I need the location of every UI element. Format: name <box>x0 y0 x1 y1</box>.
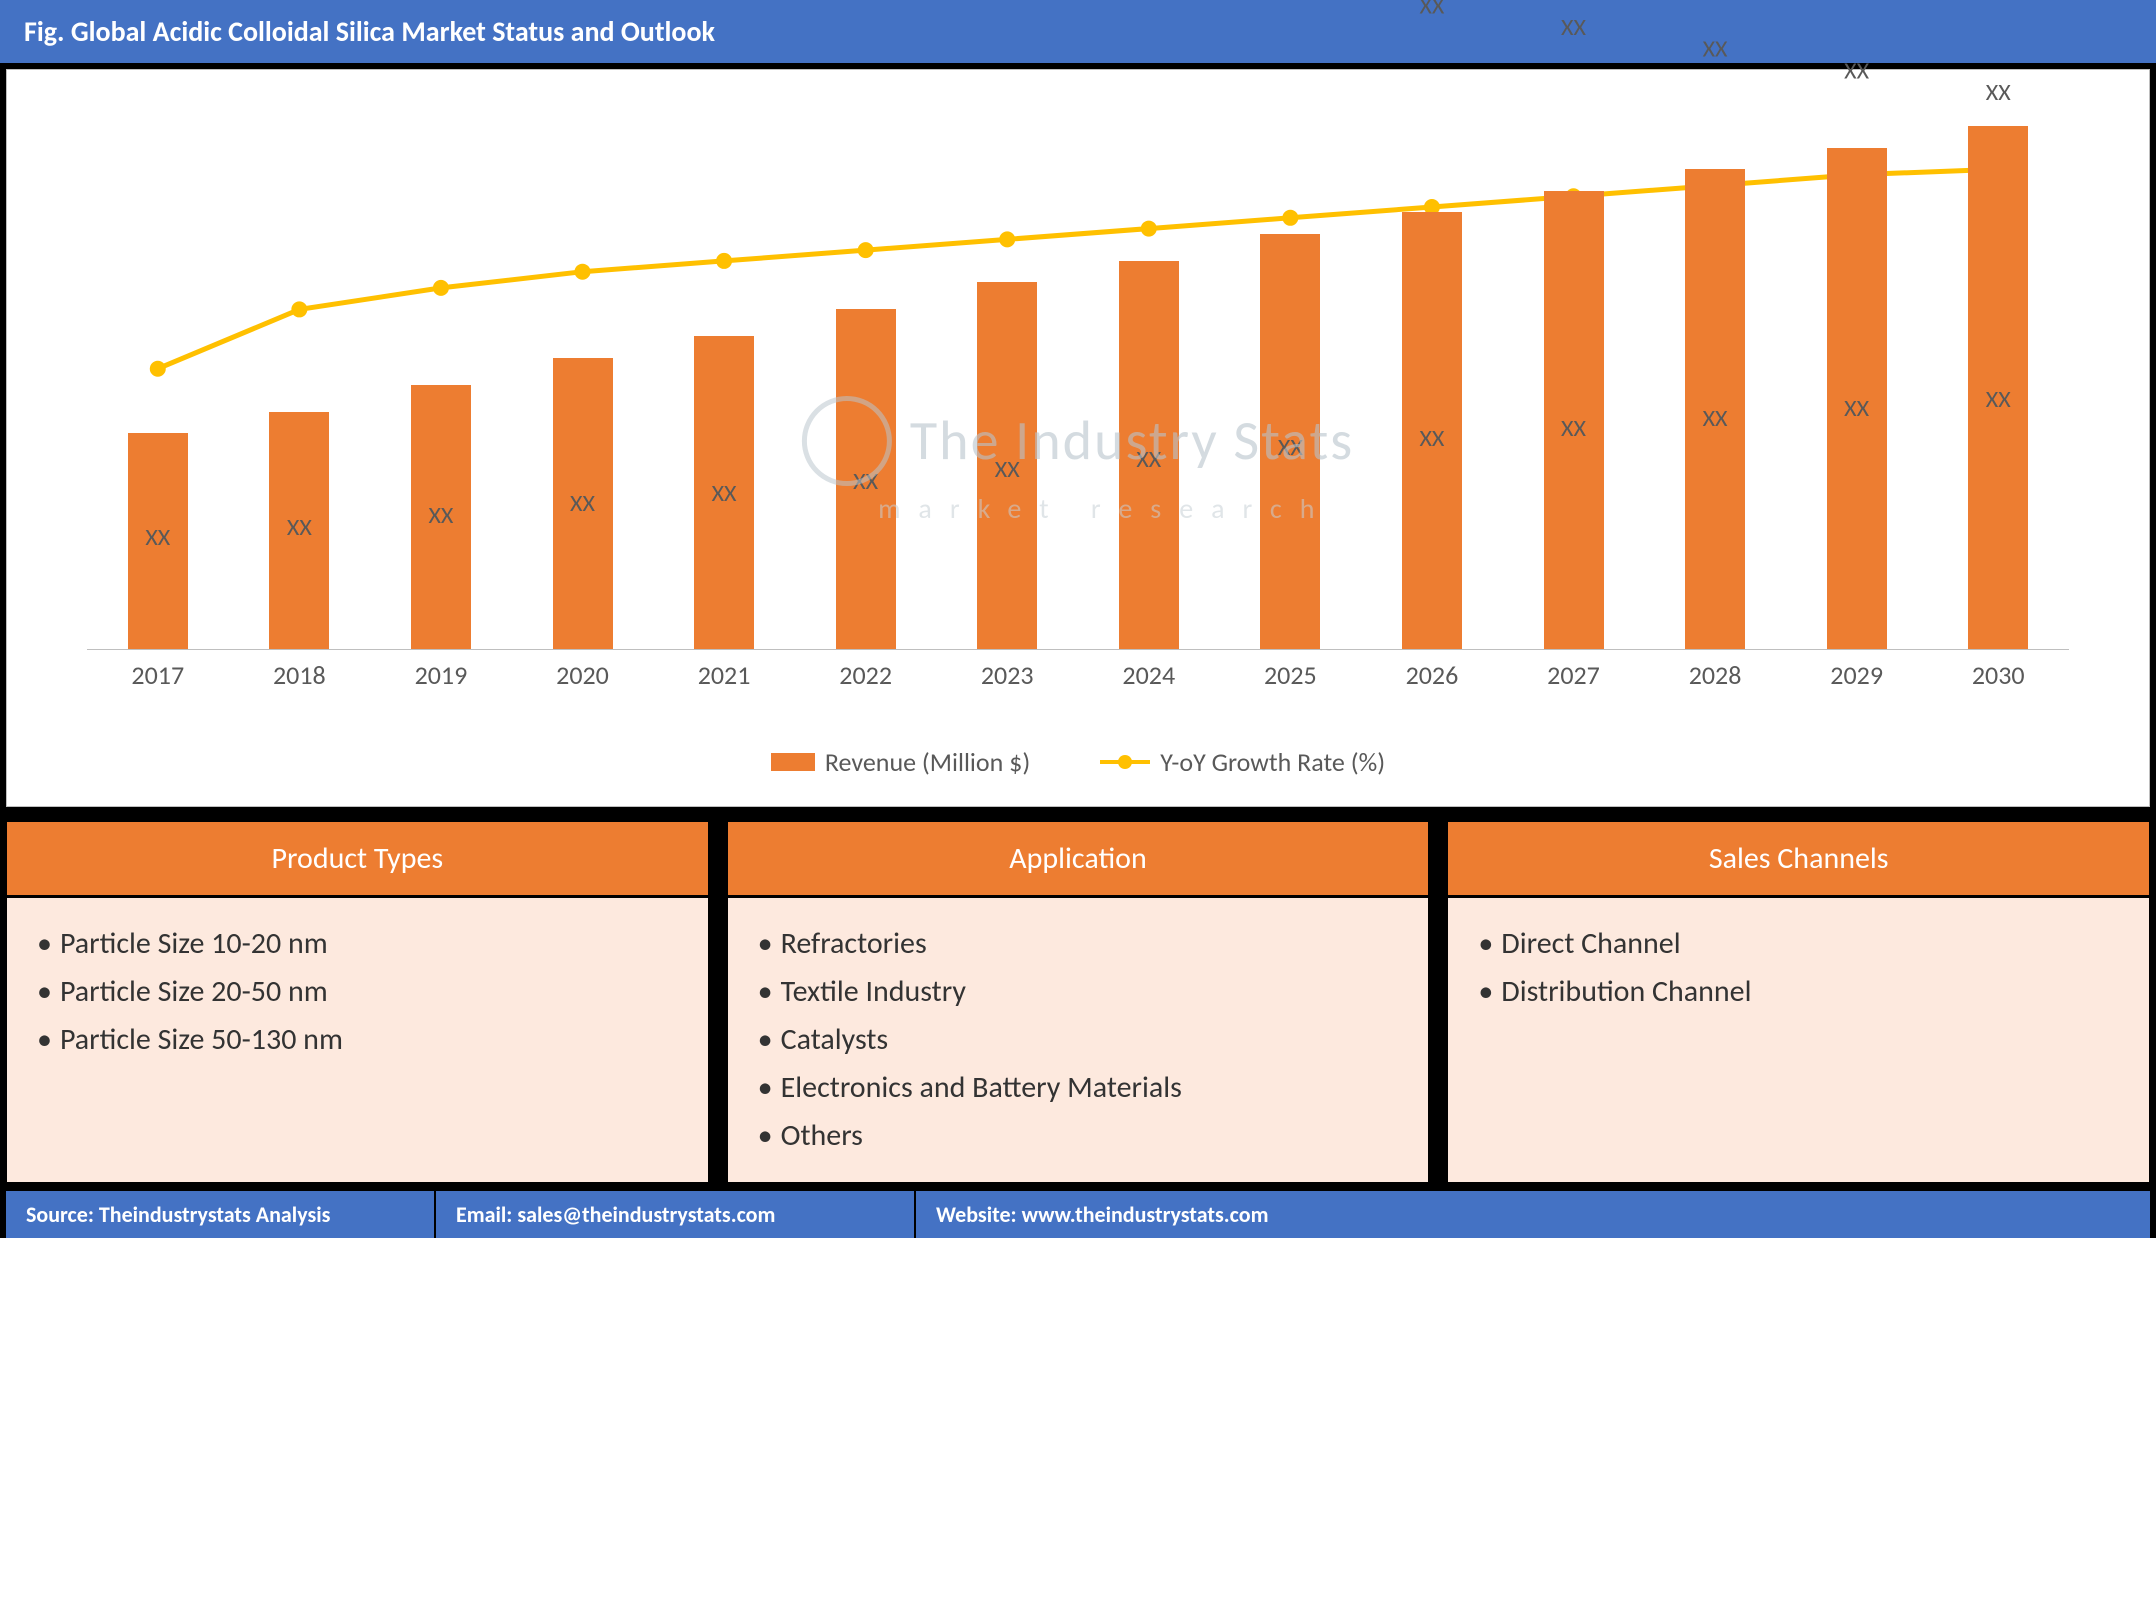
card-item: Textile Industry <box>758 968 1399 1016</box>
card-item: Electronics and Battery Materials <box>758 1064 1399 1112</box>
chart-area: XX XX 2017 XX XX 2018 XX XX 2019 XX XX 2020 XX XX 2021… <box>47 100 2109 720</box>
x-axis-tick: 2022 <box>816 659 916 691</box>
bar-inner-label: XX <box>1968 385 2028 414</box>
card-item: Refractories <box>758 920 1399 968</box>
bar-top-label: XX <box>836 0 896 102</box>
card-item: Others <box>758 1112 1399 1160</box>
card-item: Particle Size 20-50 nm <box>37 968 678 1016</box>
x-axis-tick: 2020 <box>533 659 633 691</box>
bar-inner-label: XX <box>1544 414 1604 443</box>
footer-website-value: www.theindustrystats.com <box>1022 1201 1269 1228</box>
x-axis-tick: 2025 <box>1240 659 1340 691</box>
bar-inner-label: XX <box>553 489 613 518</box>
bar-inner-label: XX <box>1827 394 1887 423</box>
chart-panel: XX XX 2017 XX XX 2018 XX XX 2019 XX XX 2020 XX XX 2021… <box>6 69 2150 807</box>
x-axis-tick: 2027 <box>1524 659 1624 691</box>
bar-top-label: XX <box>977 0 1037 102</box>
legend-line-swatch <box>1100 760 1150 764</box>
x-axis-tick: 2024 <box>1099 659 1199 691</box>
bar-inner-label: XX <box>1402 424 1462 453</box>
plot-region: XXXX2017XXXX2018XXXX2019XXXX2020XXXX2021… <box>87 110 2069 650</box>
x-axis-tick: 2021 <box>674 659 774 691</box>
bar-top-label: XX <box>269 0 329 102</box>
x-axis-tick: 2023 <box>957 659 1057 691</box>
footer-email: Email: sales@theindustrystats.com <box>436 1191 916 1238</box>
legend-item-revenue: Revenue (Million $) <box>771 746 1030 778</box>
bar-top-label: XX <box>1119 0 1179 102</box>
card-item: Direct Channel <box>1478 920 2119 968</box>
card-body: Particle Size 10-20 nmParticle Size 20-5… <box>7 898 708 1086</box>
line-chart-svg <box>87 110 2069 649</box>
bar-inner-label: XX <box>977 455 1037 484</box>
card-header: Application <box>728 822 1429 898</box>
bar-inner-label: XX <box>1260 433 1320 462</box>
bar-inner-label: XX <box>411 501 471 530</box>
info-cards-row: Product TypesParticle Size 10-20 nmParti… <box>0 813 2156 1191</box>
bar-top-label: XX <box>128 0 188 102</box>
bar-inner-label: XX <box>269 513 329 542</box>
footer-source-value: Theindustrystats Analysis <box>99 1201 331 1228</box>
x-axis-tick: 2028 <box>1665 659 1765 691</box>
footer-email-value: sales@theindustrystats.com <box>517 1201 775 1228</box>
info-card: Sales ChannelsDirect ChannelDistribution… <box>1447 821 2150 1183</box>
legend-line-label: Y-oY Growth Rate (%) <box>1160 746 1385 778</box>
info-card: ApplicationRefractoriesTextile IndustryC… <box>727 821 1430 1183</box>
footer-bar: Source: Theindustrystats Analysis Email:… <box>6 1191 2150 1238</box>
x-axis-tick: 2026 <box>1382 659 1482 691</box>
bar-inner-label: XX <box>1685 404 1745 433</box>
legend-item-growth: Y-oY Growth Rate (%) <box>1100 746 1385 778</box>
card-header: Product Types <box>7 822 708 898</box>
bar-top-label: XX <box>694 0 754 102</box>
footer-website-label: Website: <box>936 1201 1017 1228</box>
x-axis-tick: 2019 <box>391 659 491 691</box>
card-body: Direct ChannelDistribution Channel <box>1448 898 2149 1038</box>
x-axis-tick: 2030 <box>1948 659 2048 691</box>
bar-top-label: XX <box>411 0 471 102</box>
bar-top-label: XX <box>1685 35 1745 102</box>
bar-top-label: XX <box>553 0 613 102</box>
bar-top-label: XX <box>1827 56 1887 102</box>
bar-top-label: XX <box>1544 13 1604 102</box>
card-body: RefractoriesTextile IndustryCatalystsEle… <box>728 898 1429 1182</box>
bar-top-label: XX <box>1260 0 1320 102</box>
legend-bar-label: Revenue (Million $) <box>825 746 1030 778</box>
card-item: Distribution Channel <box>1478 968 2119 1016</box>
x-axis-tick: 2018 <box>249 659 349 691</box>
legend-bar-swatch <box>771 753 815 771</box>
bar-inner-label: XX <box>1119 445 1179 474</box>
bar-inner-label: XX <box>128 523 188 552</box>
card-item: Catalysts <box>758 1016 1399 1064</box>
footer-source: Source: Theindustrystats Analysis <box>6 1191 436 1238</box>
x-axis-tick: 2029 <box>1807 659 1907 691</box>
bar-top-label: XX <box>1968 78 2028 102</box>
bar-top-label: XX <box>1402 0 1462 102</box>
chart-legend: Revenue (Million $) Y-oY Growth Rate (%) <box>47 720 2109 786</box>
footer-email-label: Email: <box>456 1201 512 1228</box>
card-item: Particle Size 10-20 nm <box>37 920 678 968</box>
info-card: Product TypesParticle Size 10-20 nmParti… <box>6 821 709 1183</box>
bar-inner-label: XX <box>836 467 896 496</box>
footer-source-label: Source: <box>26 1201 94 1228</box>
footer-website: Website: www.theindustrystats.com <box>916 1191 2150 1238</box>
bar-inner-label: XX <box>694 479 754 508</box>
card-header: Sales Channels <box>1448 822 2149 898</box>
figure-container: Fig. Global Acidic Colloidal Silica Mark… <box>0 0 2156 1238</box>
card-item: Particle Size 50-130 nm <box>37 1016 678 1064</box>
x-axis-tick: 2017 <box>108 659 208 691</box>
